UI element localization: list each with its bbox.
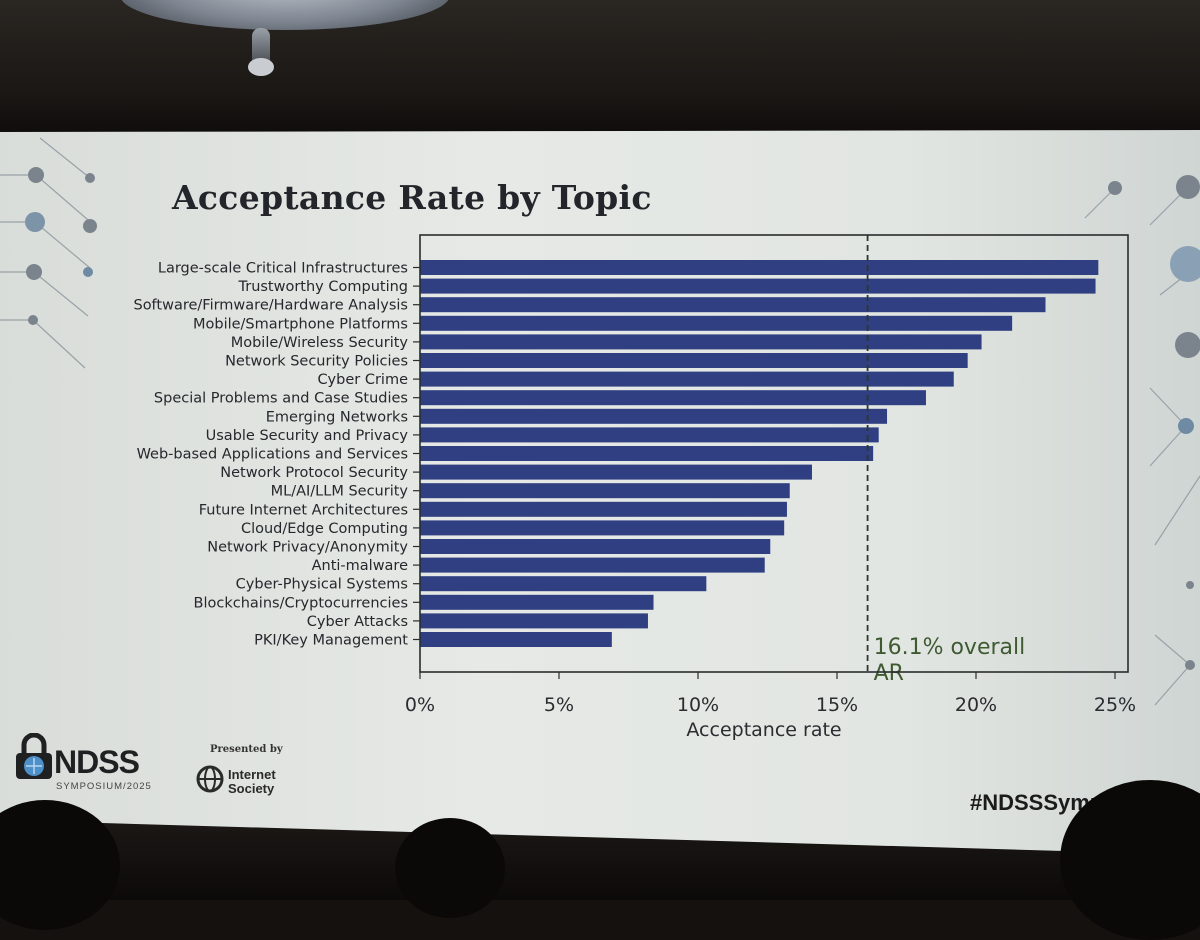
bar bbox=[420, 446, 874, 461]
bar bbox=[420, 539, 771, 554]
bar bbox=[420, 483, 790, 499]
ndss-lock-icon bbox=[16, 733, 52, 779]
bar bbox=[420, 353, 968, 368]
bar bbox=[420, 594, 654, 610]
x-tick-label: 20% bbox=[955, 694, 997, 716]
ndss-logo-subtitle: SYMPOSIUM/2025 bbox=[56, 781, 152, 792]
circuit-decoration bbox=[0, 137, 1200, 706]
bar bbox=[420, 576, 707, 592]
category-label: Special Problems and Case Studies bbox=[154, 391, 408, 407]
bar bbox=[420, 260, 1099, 275]
category-label: Cyber-Physical Systems bbox=[236, 577, 408, 593]
x-tick-label: 10% bbox=[677, 694, 719, 716]
audience-head bbox=[395, 818, 505, 918]
presented-by-label: Presented by bbox=[210, 744, 283, 755]
category-label: ML/AI/LLM Security bbox=[271, 484, 409, 500]
acceptance-rate-chart: Large-scale Critical Infrastructures Trus… bbox=[133, 234, 1136, 741]
category-label: Large-scale Critical Infrastructures bbox=[158, 261, 408, 277]
x-tick-label: 5% bbox=[544, 694, 574, 716]
x-tick-label: 0% bbox=[405, 694, 435, 716]
category-label: PKI/Key Management bbox=[254, 633, 408, 649]
category-label: Cyber Attacks bbox=[307, 614, 408, 630]
bar bbox=[420, 334, 982, 350]
category-label: Future Internet Architectures bbox=[199, 502, 408, 518]
bar bbox=[420, 390, 926, 406]
bar bbox=[420, 408, 888, 424]
bar bbox=[420, 557, 765, 573]
category-label: Blockchains/Cryptocurrencies bbox=[194, 595, 408, 611]
category-label: Mobile/Smartphone Platforms bbox=[193, 316, 408, 332]
bar bbox=[420, 297, 1046, 313]
x-tick-label: 25% bbox=[1094, 694, 1136, 716]
overall-ar-annotation: 16.1% overall AR bbox=[874, 635, 1026, 686]
bar bbox=[420, 501, 787, 517]
internet-society-globe-icon bbox=[196, 765, 224, 793]
category-label: Network Protocol Security bbox=[220, 465, 408, 481]
category-label: Emerging Networks bbox=[266, 409, 408, 425]
reference-layer: 16.1% overall AR bbox=[866, 235, 1026, 686]
ceiling-lamp-bulb bbox=[248, 58, 274, 76]
category-label: Cloud/Edge Computing bbox=[241, 521, 408, 537]
internet-society-logo-text: Internet Society bbox=[228, 767, 276, 796]
category-label: Software/Firmware/Hardware Analysis bbox=[133, 298, 408, 314]
bar bbox=[420, 427, 879, 443]
category-label: Web-based Applications and Services bbox=[137, 447, 408, 463]
bars-layer bbox=[420, 260, 1099, 647]
bar bbox=[420, 613, 648, 629]
ndss-logo-text: NDSS bbox=[54, 744, 140, 780]
x-tick-label: 15% bbox=[816, 694, 858, 716]
axis-layer: 0% 5% 10% 15% 20% 25% bbox=[405, 234, 1136, 716]
category-label: Usable Security and Privacy bbox=[206, 428, 409, 444]
slide-title: Acceptance Rate by Topic bbox=[172, 178, 652, 217]
bar bbox=[420, 520, 785, 536]
bar bbox=[420, 371, 954, 387]
bar bbox=[420, 278, 1096, 294]
category-label: Network Privacy/Anonymity bbox=[207, 540, 408, 556]
category-label: Anti-malware bbox=[312, 558, 408, 574]
overall-ar-annotation-line: 16.1% overall bbox=[874, 635, 1026, 660]
overall-ar-annotation-line: AR bbox=[874, 661, 904, 686]
x-axis-title: Acceptance rate bbox=[686, 719, 841, 741]
category-label: Network Security Policies bbox=[225, 354, 408, 370]
category-label: Mobile/Wireless Security bbox=[231, 335, 409, 351]
category-label: Cyber Crime bbox=[317, 372, 408, 388]
category-label: Trustworthy Computing bbox=[238, 279, 409, 295]
category-labels-layer: Large-scale Critical Infrastructures Trus… bbox=[133, 261, 408, 649]
bar bbox=[420, 464, 812, 480]
bar bbox=[420, 315, 1013, 331]
bar bbox=[420, 632, 612, 647]
